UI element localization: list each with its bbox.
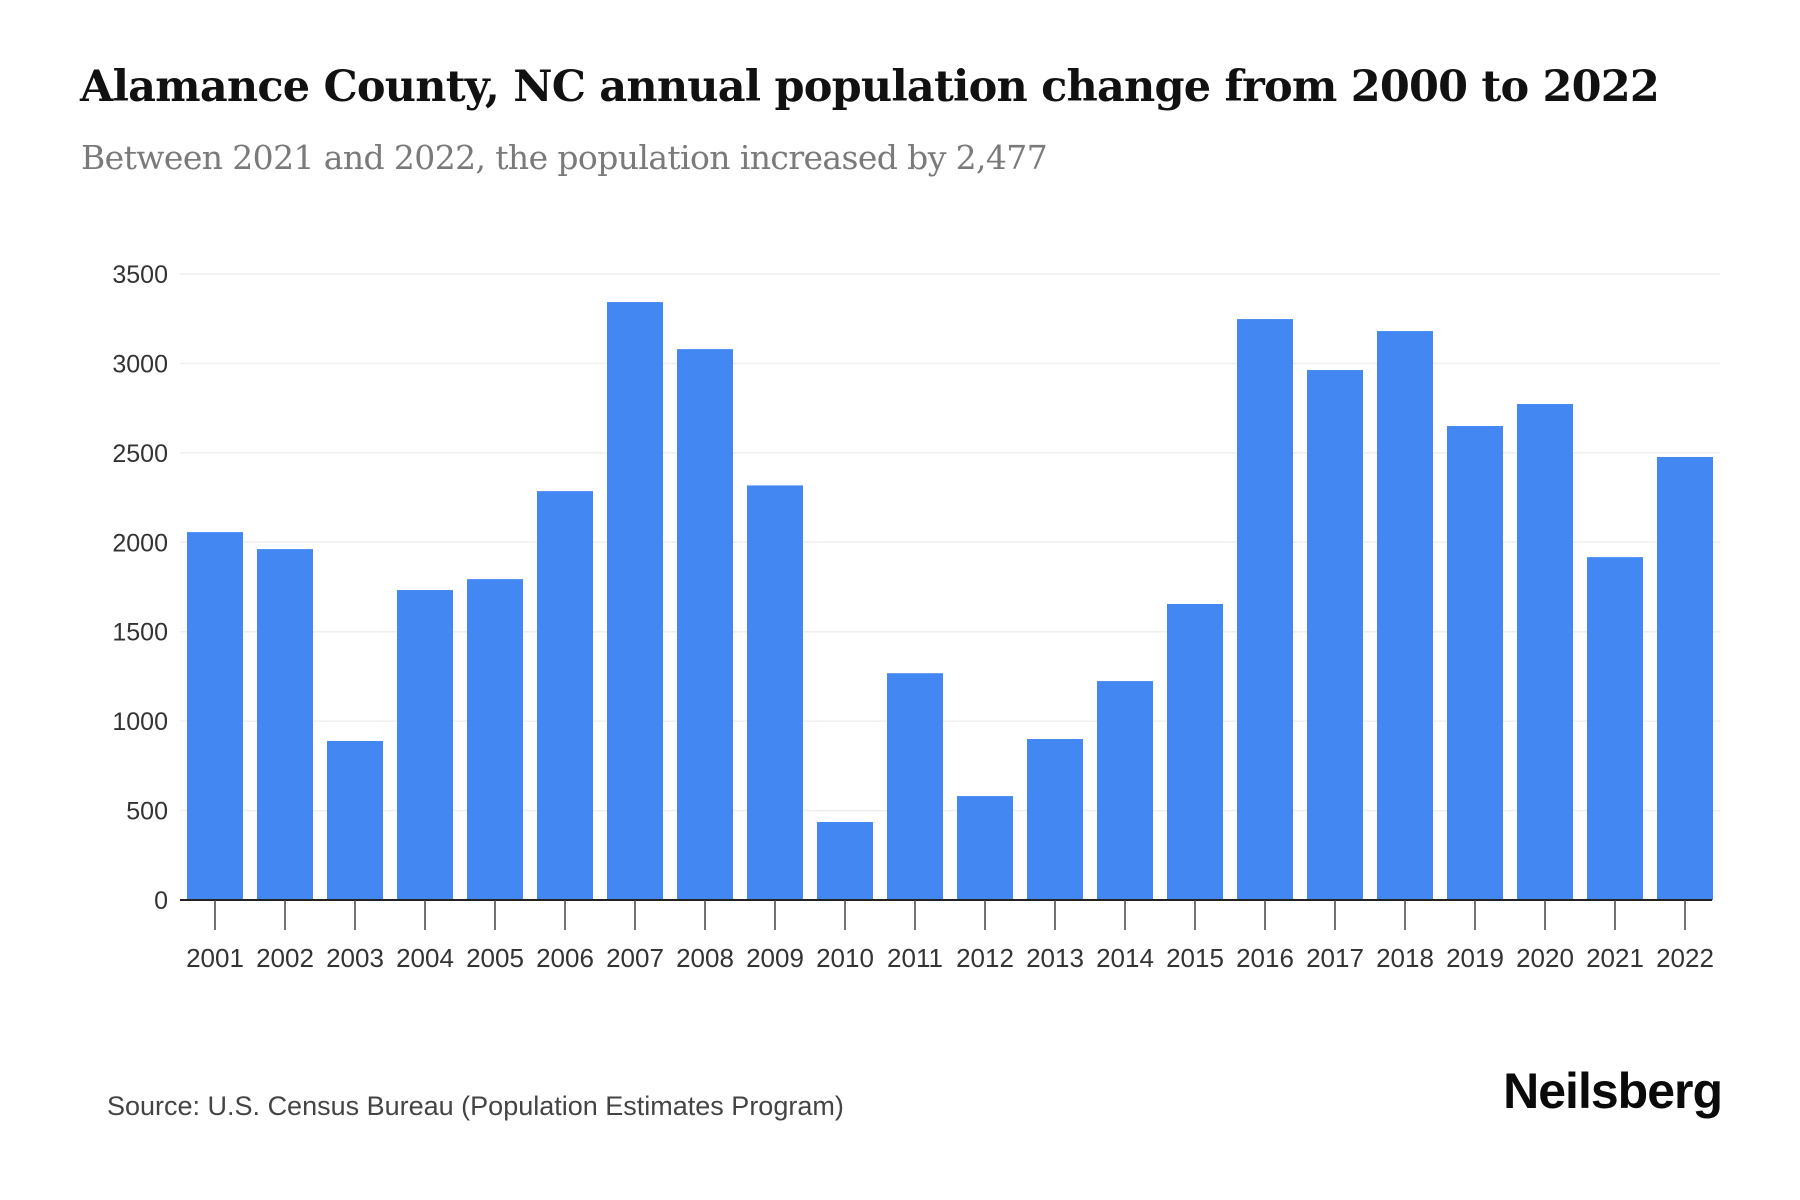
bar-2005 — [467, 579, 523, 900]
x-tick-label: 2001 — [186, 943, 244, 973]
y-tick-label: 3000 — [112, 350, 168, 378]
y-tick-label: 3500 — [112, 261, 168, 289]
chart-title: Alamance County, NC annual population ch… — [80, 62, 1660, 112]
x-tick-label: 2004 — [396, 943, 454, 973]
x-tick-label: 2009 — [746, 943, 804, 973]
y-tick-label: 1000 — [112, 708, 168, 736]
x-tick-label: 2011 — [887, 943, 943, 973]
x-tick-label: 2016 — [1236, 943, 1294, 973]
bar-2012 — [957, 796, 1013, 900]
bar-2015 — [1167, 603, 1223, 900]
bar-2011 — [887, 673, 943, 900]
bars — [187, 302, 1713, 901]
bar-2010 — [817, 822, 873, 900]
bar-2013 — [1027, 739, 1083, 900]
x-tick-label: 2003 — [326, 943, 384, 973]
x-tick-label: 2005 — [466, 943, 524, 973]
bar-2014 — [1097, 681, 1153, 900]
bar-2016 — [1237, 319, 1293, 900]
bar-2020 — [1517, 404, 1573, 900]
y-axis-ticks: 0 500 1000 1500 2000 2500 3000 3500 — [112, 261, 168, 915]
x-tick-label: 2020 — [1516, 943, 1574, 973]
chart-subtitle: Between 2021 and 2022, the population in… — [81, 138, 1048, 177]
bar-2008 — [677, 349, 733, 900]
x-tick-label: 2019 — [1446, 943, 1504, 973]
bar-2006 — [537, 491, 593, 900]
bar-2003 — [327, 740, 383, 900]
bar-2001 — [187, 532, 243, 900]
y-tick-label: 500 — [126, 798, 168, 826]
x-tick-label: 2021 — [1586, 943, 1644, 973]
y-tick-label: 1500 — [112, 619, 168, 647]
source-note: Source: U.S. Census Bureau (Population E… — [107, 1091, 844, 1121]
neilsberg-logo: Neilsberg — [1503, 1063, 1723, 1119]
x-tick-label: 2002 — [256, 943, 314, 973]
bar-2007 — [607, 302, 663, 900]
y-tick-label: 0 — [154, 887, 168, 915]
bar-2019 — [1447, 426, 1503, 900]
bar-2022 — [1657, 456, 1713, 900]
x-tick-label: 2018 — [1376, 943, 1434, 973]
x-tick-label: 2012 — [956, 943, 1014, 973]
bar-2017 — [1307, 370, 1363, 901]
x-tick-label: 2008 — [676, 943, 734, 973]
x-tick-label: 2017 — [1306, 943, 1364, 973]
x-tick-label: 2013 — [1026, 943, 1084, 973]
bar-2018 — [1377, 331, 1433, 900]
x-tick-label: 2007 — [606, 943, 664, 973]
x-tick-label: 2006 — [536, 943, 594, 973]
bar-2009 — [747, 485, 803, 900]
x-tick-label: 2014 — [1096, 943, 1154, 973]
x-tick-label: 2010 — [816, 943, 874, 973]
y-tick-label: 2500 — [112, 440, 168, 468]
x-tick-label: 2015 — [1166, 943, 1224, 973]
bar-2021 — [1587, 557, 1643, 900]
y-tick-label: 2000 — [112, 529, 168, 557]
x-axis: 2001 2002 2003 2004 2005 2006 2007 2008 2009 2010… — [180, 899, 1714, 973]
x-tick-label: 2022 — [1656, 943, 1714, 973]
bar-2004 — [397, 590, 453, 900]
bar-2002 — [257, 549, 313, 900]
